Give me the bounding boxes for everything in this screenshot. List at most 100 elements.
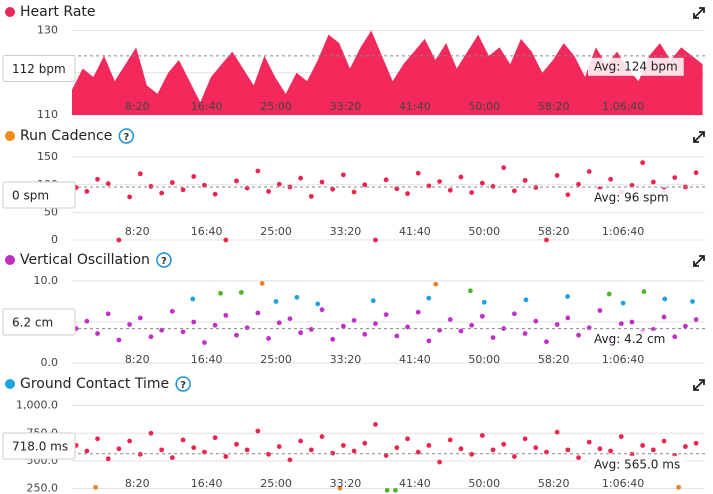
data-point: [437, 459, 442, 465]
data-point: [437, 179, 442, 184]
expand-icon[interactable]: [693, 131, 705, 143]
data-point: [180, 329, 186, 335]
data-point: [405, 191, 410, 197]
data-point: [661, 314, 667, 320]
data-point: [415, 309, 421, 315]
x-tick-label: 25:00: [260, 477, 292, 490]
x-tick-label: 41:40: [399, 225, 431, 238]
average-box: [588, 57, 684, 76]
data-point: [180, 187, 186, 193]
data-point: [330, 450, 336, 456]
data-point: [662, 296, 668, 302]
chart-title: Run Cadence: [20, 128, 112, 144]
data-point: [298, 438, 304, 444]
data-point: [447, 437, 453, 443]
y-tick-label: 250.0: [27, 482, 59, 494]
data-point: [255, 310, 261, 316]
data-point: [116, 446, 122, 452]
data-point: [490, 447, 496, 453]
data-point: [458, 174, 464, 180]
data-point: [84, 189, 90, 194]
data-point: [597, 446, 603, 452]
data-point: [512, 311, 517, 317]
data-point: [294, 294, 300, 300]
data-point: [693, 440, 699, 446]
data-point: [308, 447, 314, 453]
help-icon-mark: ?: [180, 380, 186, 391]
data-point: [319, 434, 325, 439]
data-point: [565, 192, 571, 198]
x-tick-label: 25:00: [260, 353, 292, 366]
data-point: [433, 281, 439, 287]
y-tick-label: 130: [37, 23, 58, 36]
cursor-box: [2, 308, 76, 336]
data-point: [276, 444, 282, 449]
data-point: [618, 321, 624, 327]
data-point: [650, 447, 656, 453]
data-point: [426, 295, 432, 301]
chart-title: Vertical Oscillation: [20, 252, 150, 268]
data-point: [565, 315, 571, 321]
data-point: [137, 171, 143, 177]
x-tick-label: 8:20: [125, 225, 150, 238]
data-point: [426, 183, 432, 189]
data-point: [159, 190, 165, 196]
data-point: [469, 451, 475, 457]
data-point: [373, 237, 378, 243]
data-point: [606, 291, 612, 297]
data-point: [586, 325, 592, 331]
data-point: [661, 438, 667, 444]
average-box: [588, 455, 687, 474]
x-tick-label: 1:06:40: [602, 353, 644, 366]
data-point: [405, 436, 410, 442]
help-icon[interactable]: [156, 252, 172, 268]
chart-title: Ground Contact Time: [20, 376, 169, 392]
data-point: [479, 313, 485, 319]
expand-icon[interactable]: [693, 379, 705, 391]
data-point: [212, 191, 218, 197]
data-point: [597, 308, 603, 313]
data-point: [255, 168, 261, 174]
data-point: [565, 447, 571, 453]
data-point: [640, 160, 646, 166]
data-point: [202, 340, 207, 345]
expand-icon[interactable]: [693, 255, 705, 267]
data-point: [523, 297, 529, 303]
help-icon[interactable]: [175, 376, 191, 392]
data-point: [608, 176, 614, 182]
data-point: [330, 186, 336, 192]
x-tick-label: 41:40: [399, 100, 431, 113]
data-point: [308, 326, 314, 332]
expand-icon[interactable]: [693, 7, 705, 19]
data-point: [223, 454, 229, 459]
data-point: [276, 181, 282, 187]
average-label: Avg: 4.2 cm: [594, 332, 665, 346]
data-point: [148, 334, 154, 340]
average-label: Avg: 96 spm: [594, 190, 669, 204]
data-point: [544, 339, 549, 345]
data-point: [191, 174, 197, 179]
data-point: [676, 484, 682, 490]
data-point: [469, 190, 475, 195]
chart-title: Heart Rate: [20, 4, 96, 20]
x-tick-label: 8:20: [125, 477, 150, 490]
x-tick-label: 8:20: [125, 353, 150, 366]
data-point: [501, 441, 507, 447]
help-icon-mark: ?: [123, 132, 129, 143]
data-point: [384, 487, 390, 493]
y-tick-label: 150: [37, 150, 58, 163]
x-tick-label: 33:20: [330, 477, 362, 490]
x-tick-label: 16:40: [191, 100, 223, 113]
x-tick-label: 41:40: [399, 477, 431, 490]
help-icon[interactable]: [118, 128, 135, 144]
data-point: [544, 237, 549, 243]
data-point: [169, 180, 175, 185]
data-point: [576, 455, 581, 461]
x-tick-label: 1:06:40: [602, 477, 644, 490]
y-tick-label: 10.0: [34, 274, 59, 287]
heart-rate-area: [72, 30, 703, 116]
average-label: Avg: 565.0 ms: [594, 457, 680, 471]
data-point: [426, 338, 432, 344]
data-point: [576, 181, 581, 187]
data-point: [105, 311, 111, 317]
